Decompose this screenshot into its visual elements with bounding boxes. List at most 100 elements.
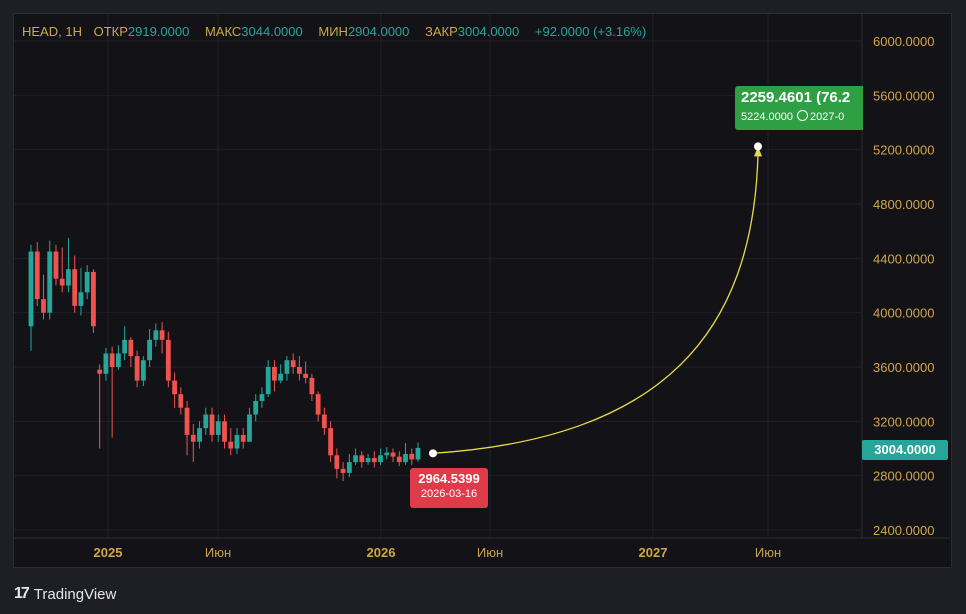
candle-body [47,251,53,313]
candle-body [297,367,302,374]
y-tick-label: 4000.0000 [873,306,934,321]
current-price-tag: 3004.0000 [862,440,948,460]
candle-body [209,414,215,435]
low-value: 2904.0000 [347,24,410,39]
symbol-label[interactable]: HEAD, 1H [22,24,82,39]
x-tick-label: 2025 [94,545,123,560]
candle-body [97,369,103,374]
y-tick-label: 4800.0000 [873,197,934,212]
clock-icon [797,110,808,121]
candle-body [190,434,196,442]
candle-body [134,356,140,381]
candle-body [247,414,252,442]
candle-body [178,394,184,408]
target-price-value: 5224.0000 [741,111,793,123]
candle-body [197,428,202,442]
candle-body [415,447,421,460]
start-price-value: 2964.5399 [418,471,480,486]
candle-body [334,455,340,469]
y-tick-label: 6000.0000 [873,34,934,49]
high-label: МАКС [204,24,242,39]
candle-body [240,434,246,442]
candle-body [109,353,115,367]
price-axis[interactable]: 6000.0000 5600.0000 5200.0000 4800.0000 4400… [873,34,934,538]
projection-start-point[interactable] [429,449,437,458]
candle-body [403,453,408,463]
candle-body [34,251,40,300]
y-tick-label: 4400.0000 [873,251,934,266]
candle-body [103,353,109,374]
candle-body [278,373,284,381]
candle-body [234,434,240,449]
candle-body [359,455,365,463]
high-value: 3044.0000 [241,24,303,39]
candle-body [84,271,90,293]
candle-body [115,353,121,367]
y-tick-label: 5200.0000 [873,143,934,158]
brand-name: TradingView [33,585,117,603]
candle-body [284,360,290,374]
candle-body [315,394,321,415]
candle-body [53,251,59,279]
target-price-label[interactable]: 2259.4601 (76.2 5224.0000 2027-0 [735,86,863,130]
candle-body [122,339,128,354]
candle-body [128,339,134,357]
candle-body [328,428,334,456]
candle-body [340,468,346,473]
candle-body [228,441,234,449]
candle-body [78,292,84,306]
tradingview-logo-icon: 17 [14,585,30,602]
candle-body [272,367,277,381]
candle-body [41,299,46,313]
candle-body [390,452,396,457]
time-axis[interactable]: 2025 Июн 2026 Июн 2027 Июн [94,545,782,560]
projection-end-point[interactable] [754,142,762,151]
projection-curve [432,154,759,454]
candle-body [259,394,265,401]
y-tick-label: 2400.0000 [873,523,934,538]
candle-body [140,360,146,381]
candle-body [215,421,221,435]
candle-body [28,251,34,327]
low-label: МИН [318,24,348,39]
start-date-value: 2026-03-16 [420,488,478,500]
tradingview-brand[interactable]: 17 TradingView [14,585,116,603]
x-tick-label: 2027 [639,545,668,560]
candle-body [91,271,96,327]
x-tick-label: Июн [477,545,503,560]
candle-body [59,278,65,286]
candle-body [203,414,209,429]
candle-body [159,330,165,340]
candle-body [153,330,159,340]
candle-body [371,458,377,463]
close-value: 3004.0000 [457,24,520,39]
x-tick-label: Июн [205,545,231,560]
x-tick-label: Июн [755,545,781,560]
target-change-value: 2259.4601 (76.2 [741,89,851,106]
change-value: +92.0000 (+3.16%) [534,24,647,39]
open-label: ОТКР [93,24,128,39]
candle-body [365,458,371,463]
candle-body [147,339,152,361]
candle-body [353,455,358,463]
candle-body [172,380,177,395]
candle-body [378,455,383,463]
candle-body [222,421,227,442]
open-value: 2919.0000 [127,24,190,39]
candle-body [165,339,171,381]
candle-body [66,269,71,286]
candle-body [346,462,352,473]
y-tick-label: 3200.0000 [873,414,934,429]
candle-body [265,367,271,395]
y-tick-label: 3600.0000 [873,360,934,375]
candles [28,237,421,482]
projection-arrowhead [754,146,762,157]
candle-body [409,453,415,460]
y-tick-label: 5600.0000 [873,88,934,103]
candle-body [303,373,309,378]
candle-body [253,400,259,415]
candle-body [309,377,315,395]
y-tick-label: 2800.0000 [873,469,934,484]
candle-body [384,452,390,456]
